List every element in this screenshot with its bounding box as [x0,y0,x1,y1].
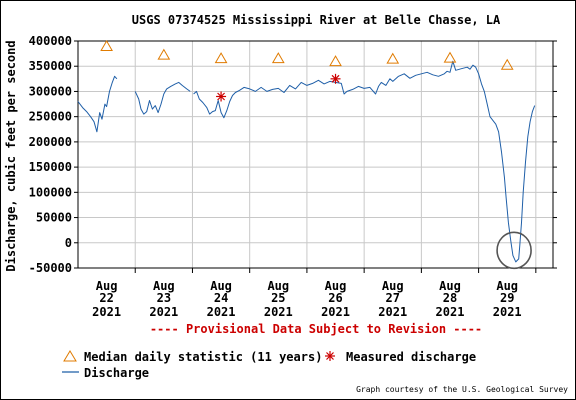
median-marker [443,51,457,63]
y-tick-label: 150000 [29,160,72,174]
median-marker [329,55,342,67]
measured-marker [330,73,341,84]
median-marker [500,58,514,70]
median-marker [214,52,228,64]
plot-border [77,40,554,269]
legend-median-label: Median daily statistic (11 years) [84,350,322,364]
median-marker [100,40,113,52]
x-tick-day-label: 28 [443,291,457,305]
legend-measured-label: Measured discharge [346,350,476,364]
provisional-note: ---- Provisional Data Subject to Revisio… [150,322,482,336]
median-marker [386,52,400,64]
x-tick-day-label: 27 [386,291,400,305]
x-tick-month-label: Aug [153,279,175,293]
measured-marker [216,91,227,102]
y-tick-label: 200000 [29,135,72,149]
x-tick-month-label: Aug [496,279,518,293]
x-tick-day-label: 22 [99,291,113,305]
x-tick-year-label: 2021 [92,305,121,319]
x-tick-day-label: 25 [271,291,285,305]
legend-discharge-label: Discharge [84,366,149,380]
x-tick-month-label: Aug [210,279,232,293]
x-tick-month-label: Aug [267,279,289,293]
y-tick-label: -50000 [29,261,72,275]
plot-background [78,41,553,268]
median-marker [271,52,285,64]
x-tick-year-label: 2021 [321,305,350,319]
x-tick-year-label: 2021 [493,305,522,319]
y-tick-label: 350000 [29,59,72,73]
legend-median-triangle-icon [63,350,77,362]
discharge-line [134,81,191,115]
x-tick-month-label: Aug [439,279,461,293]
y-axis-label: Discharge, cubic feet per second [4,40,18,271]
legend: Median daily statistic (11 years) Measur… [62,350,476,380]
x-tick-month-label: Aug [325,279,347,293]
x-tick-year-label: 2021 [149,305,178,319]
x-tick-day-label: 26 [328,291,342,305]
median-marker [157,48,171,60]
x-tick-month-label: Aug [96,279,118,293]
x-tick-year-label: 2021 [207,305,236,319]
annotation-circle [496,231,532,270]
y-tick-label: 0 [65,236,72,250]
x-tick-month-label: Aug [382,279,404,293]
x-tick-year-label: 2021 [264,305,293,319]
legend-measured-asterisk-icon [325,351,335,361]
x-tick-day-label: 29 [500,291,514,305]
y-tick-label: 250000 [29,110,72,124]
x-tick-year-label: 2021 [378,305,407,319]
plot-area: 400000 350000 300000 250000 200000 150000 1000… [29,34,557,319]
chart-title: USGS 07374525 Mississippi River at Belle… [132,13,501,27]
y-tick-label: 50000 [36,211,72,225]
discharge-line [77,75,118,133]
x-tick-day-label: 23 [157,291,171,305]
discharge-line [193,60,536,263]
y-tick-label: 400000 [29,34,72,48]
credit-text: Graph courtesy of the U.S. Geological Su… [356,385,568,394]
y-tick-label: 100000 [29,185,72,199]
y-tick-label: 300000 [29,84,72,98]
x-tick-year-label: 2021 [436,305,465,319]
x-tick-day-label: 24 [214,291,228,305]
